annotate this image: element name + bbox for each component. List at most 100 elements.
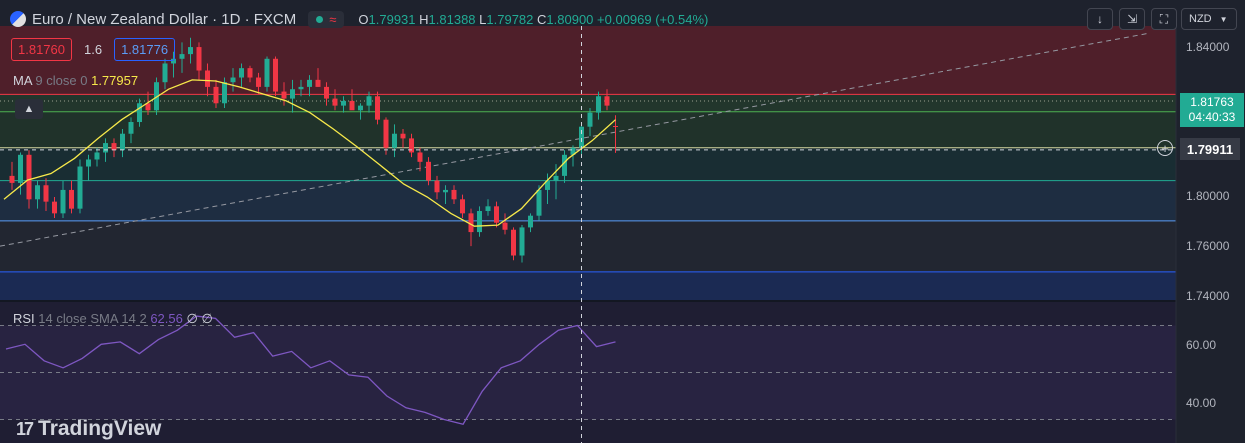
spread-value: 1.6: [84, 42, 103, 57]
candle-body: [613, 125, 618, 127]
close-label: C: [537, 11, 547, 27]
candle-body: [145, 103, 151, 111]
candle-body: [349, 100, 355, 111]
low-label: L: [479, 11, 487, 27]
rsi-extra-2: ∅: [201, 311, 213, 326]
candle-body: [528, 215, 533, 228]
candle-body: [281, 91, 287, 99]
candle-body: [400, 133, 406, 139]
candle-body: [239, 68, 244, 78]
candle-body: [468, 213, 474, 233]
candle-body: [485, 206, 491, 212]
symbol-flag-icon: [10, 11, 26, 27]
candle-body: [77, 166, 83, 209]
symbol-title[interactable]: Euro / New Zealand Dollar · 1D · FXCM: [32, 10, 297, 28]
candle-body: [18, 154, 23, 183]
candle-body: [298, 86, 304, 90]
bar-countdown: 04:40:33: [1188, 110, 1236, 124]
price-axis: [1176, 0, 1245, 443]
candle-body: [162, 63, 168, 83]
candle-body: [477, 211, 482, 233]
rsi-legend[interactable]: RSI 14 close SMA 14 2 62.56 ∅ ∅: [13, 311, 213, 327]
price-axis-label: 1.76000: [1186, 239, 1230, 253]
candle-body: [69, 189, 74, 209]
candle-body: [256, 77, 261, 87]
sell-button[interactable]: 1.81760: [11, 38, 72, 61]
level-zone: [0, 271, 1176, 300]
level-zone: [0, 147, 1176, 181]
add-alert-icon[interactable]: +: [1157, 140, 1173, 156]
trade-panel: 1.81760 1.6 1.81776: [11, 38, 176, 61]
candle-body: [290, 89, 295, 99]
candle-body: [332, 98, 338, 106]
candle-body: [315, 79, 321, 87]
candle-body: [264, 58, 270, 87]
tradingview-logo-icon: 17: [16, 418, 34, 439]
brand-name: TradingView: [38, 417, 162, 440]
candle-body: [111, 143, 117, 151]
market-status-badge[interactable]: ≈: [308, 10, 345, 28]
candle-body: [596, 96, 601, 113]
arrow-down-icon[interactable]: ↓: [1087, 8, 1113, 30]
fullscreen-icon[interactable]: ⛶: [1151, 8, 1177, 30]
candle-body: [451, 189, 457, 200]
rsi-series-line: [5, 315, 616, 425]
candle-body: [154, 82, 159, 111]
candle-body: [587, 112, 593, 127]
tradingview-logo[interactable]: 17 TradingView: [16, 417, 161, 441]
candle-body: [9, 175, 15, 183]
candle-body: [35, 185, 40, 200]
pane-divider: [0, 300, 1176, 302]
ohlc-readout: O1.79931 H1.81388 L1.79782 C1.80900 +0.0…: [358, 12, 708, 27]
market-open-icon: [316, 15, 324, 23]
candle-body: [273, 58, 278, 92]
candle-body: [60, 189, 66, 214]
candle-body: [222, 82, 227, 104]
candle-body: [171, 58, 176, 64]
candle-body: [230, 77, 236, 83]
candle-body: [562, 154, 567, 176]
price-axis-label: 1.80000: [1186, 189, 1230, 203]
price-axis-label: 1.74000: [1186, 289, 1230, 303]
candle-body: [460, 199, 465, 214]
crosshair-price-tag: 1.79911: [1180, 138, 1240, 160]
candle-body: [137, 103, 142, 123]
currency-select[interactable]: NZD ▼: [1181, 8, 1237, 30]
rsi-extra-1: ∅: [186, 311, 198, 326]
candle-body: [205, 70, 210, 87]
candle-body: [196, 47, 202, 71]
candle-body: [188, 47, 193, 55]
ma-legend[interactable]: MA 9 close 0 1.77957: [13, 73, 138, 88]
price-axis-label: 1.84000: [1186, 40, 1230, 54]
chevron-up-icon: ▲: [23, 103, 35, 115]
candle-body: [570, 147, 576, 155]
candle-body: [536, 189, 542, 216]
data-delay-icon: ≈: [329, 11, 337, 27]
low-value: 1.79782: [486, 11, 534, 27]
candle-body: [366, 96, 372, 106]
rsi-axis-label: 40.00: [1186, 396, 1217, 410]
candle-body: [247, 68, 253, 78]
buy-button[interactable]: 1.81776: [114, 38, 176, 61]
last-price-value: 1.81763: [1190, 95, 1234, 109]
level-zone: [0, 26, 1176, 95]
candle-body: [128, 122, 134, 134]
candle-body: [392, 133, 397, 148]
candle-body: [213, 86, 219, 104]
candle-body: [511, 229, 516, 256]
ma-value: 1.77957: [91, 73, 139, 88]
candle-body: [103, 143, 108, 153]
candle-body: [417, 152, 423, 162]
candle-body: [179, 54, 185, 59]
high-label: H: [419, 11, 429, 27]
candle-body: [494, 206, 499, 223]
open-label: O: [358, 11, 369, 27]
rsi-value: 62.56: [150, 311, 183, 326]
candle-body: [307, 79, 312, 87]
collapse-legend-button[interactable]: ▲: [15, 99, 43, 119]
collapse-icon[interactable]: ⇲: [1119, 8, 1145, 30]
candle-body: [26, 154, 32, 200]
level-zone: [0, 220, 1176, 272]
candle-body: [120, 133, 125, 151]
